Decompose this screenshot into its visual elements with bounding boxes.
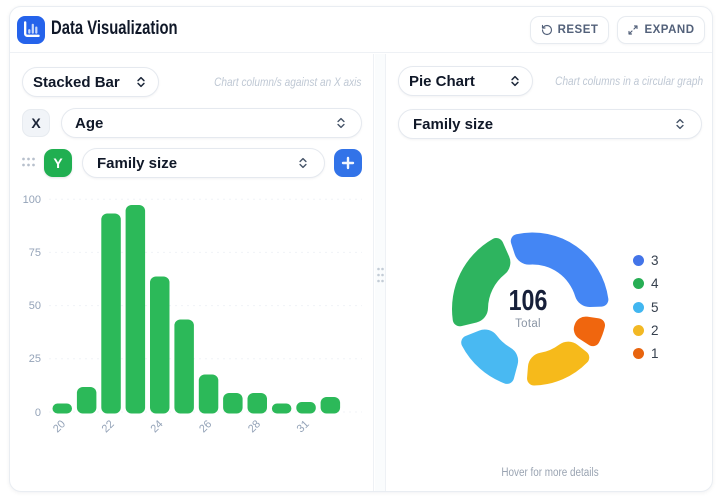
svg-text:0: 0 <box>35 407 41 419</box>
svg-text:25: 25 <box>29 353 41 365</box>
svg-text:100: 100 <box>23 194 41 206</box>
svg-text:50: 50 <box>29 300 41 312</box>
svg-text:75: 75 <box>29 247 41 259</box>
svg-text:24: 24 <box>148 418 165 435</box>
svg-text:28: 28 <box>246 418 263 435</box>
svg-text:20: 20 <box>51 418 68 435</box>
svg-text:26: 26 <box>197 418 214 435</box>
svg-text:31: 31 <box>295 418 312 435</box>
svg-text:22: 22 <box>100 418 117 435</box>
